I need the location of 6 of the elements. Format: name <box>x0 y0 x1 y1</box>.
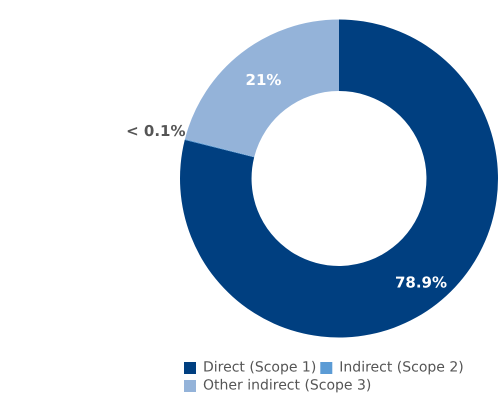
legend-label: Other indirect (Scope 3) <box>203 378 372 394</box>
legend-label: Indirect (Scope 2) <box>339 360 464 376</box>
data-label: 21% <box>246 71 282 90</box>
legend-label: Direct (Scope 1) <box>203 360 316 376</box>
data-label: 78.9% <box>394 273 448 292</box>
data-label: < 0.1% <box>126 122 186 140</box>
